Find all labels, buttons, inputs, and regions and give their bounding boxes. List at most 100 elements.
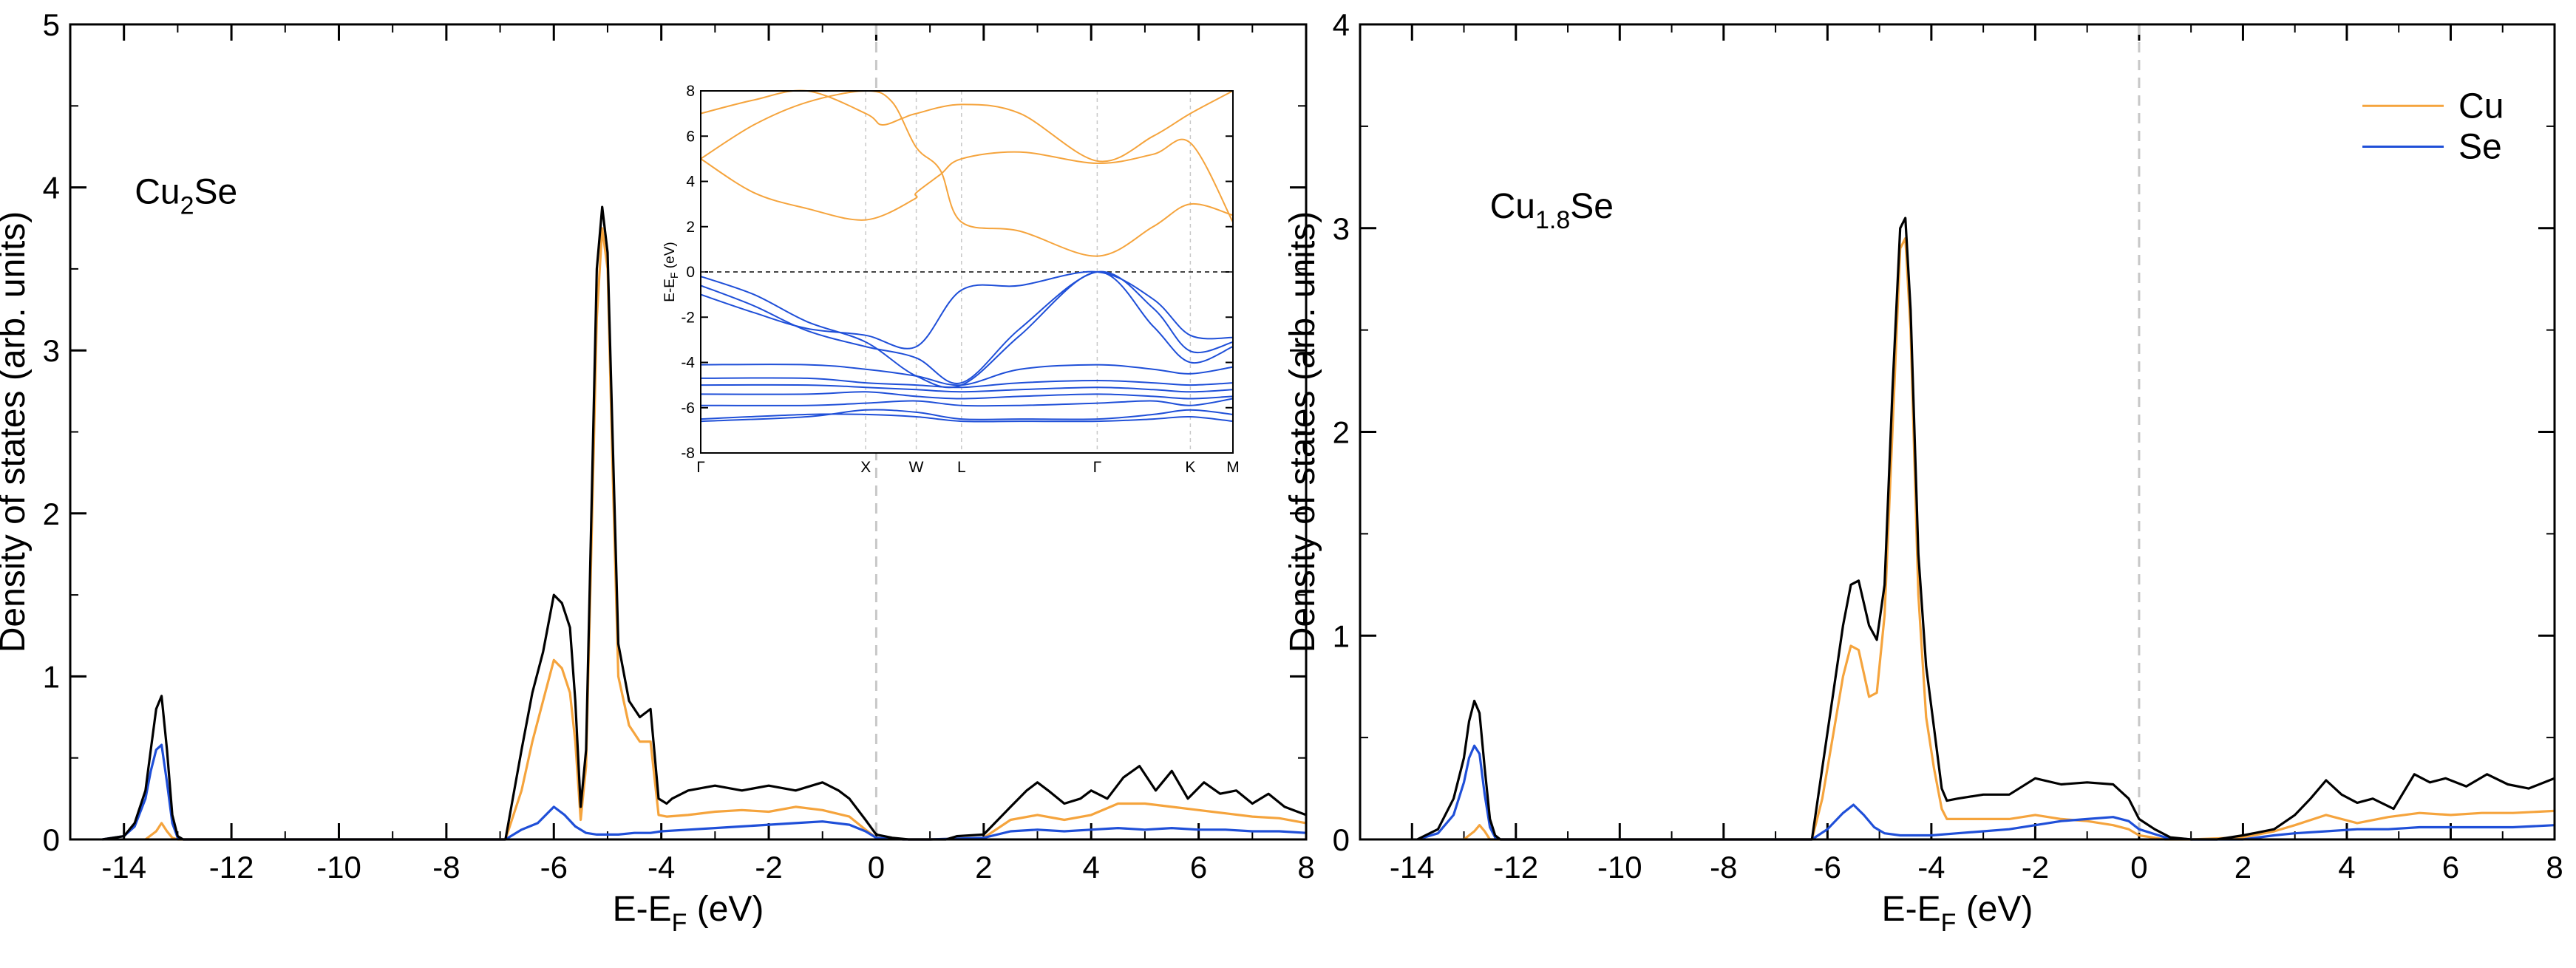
left-x-title-tail: (eV) — [687, 890, 764, 929]
inset-frame — [700, 90, 1234, 454]
inset-band-se — [700, 364, 1234, 386]
inset-ytick-label: -4 — [681, 355, 695, 372]
inset-kpoint-label: L — [957, 459, 966, 476]
left-xtick-label: 6 — [1190, 850, 1207, 885]
right-y-axis-title: Density of states (arb. units) — [1283, 211, 1322, 653]
inset-y-title-main: E-E — [662, 279, 678, 302]
inset-kpoint-label: M — [1226, 459, 1240, 476]
inset-kpoint-label: X — [860, 459, 871, 476]
left-xtick-label: 8 — [1297, 850, 1314, 885]
left-series-total — [102, 205, 1307, 841]
right-series-se — [1416, 744, 2555, 841]
right-xtick-label: 6 — [2442, 850, 2459, 885]
left-xtick-label: -8 — [432, 850, 460, 885]
inset-y-title-tail: (eV) — [662, 242, 678, 272]
left-y-axis-title: Density of states (arb. units) — [0, 211, 33, 653]
legend: Cu Se — [2362, 86, 2504, 166]
left-ytick-label: 4 — [43, 171, 60, 205]
inset-y-axis-title: E-EF (eV) — [662, 242, 680, 301]
right-xtick-label: 0 — [2130, 850, 2147, 885]
right-x-title-tail: (eV) — [1956, 890, 2033, 929]
left-ytick-label: 1 — [43, 659, 60, 694]
right-ytick-label: 1 — [1333, 618, 1350, 653]
left-xtick-label: 4 — [1083, 850, 1100, 885]
left-x-axis-title: E-EF (eV) — [613, 890, 764, 937]
inset-kpoint-label: K — [1185, 459, 1195, 476]
left-compound-sub: 2 — [180, 192, 194, 220]
legend-label-se: Se — [2458, 127, 2502, 166]
inset-band-se — [700, 409, 1234, 423]
inset-band-se — [700, 398, 1234, 407]
right-xtick-label: -14 — [1390, 850, 1435, 885]
inset-ytick-label: 8 — [686, 83, 695, 100]
left-x-title-sub: F — [672, 909, 687, 937]
right-xtick-label: 2 — [2235, 850, 2252, 885]
right-xtick-label: -4 — [1917, 850, 1945, 885]
inset-kpoint-label: Γ — [1093, 459, 1102, 476]
inset-ytick-label: -8 — [681, 445, 695, 462]
right-ytick-label: 4 — [1333, 7, 1350, 42]
legend-label-cu: Cu — [2458, 86, 2504, 126]
right-ytick-label: 0 — [1333, 822, 1350, 857]
right-ytick-label: 3 — [1333, 211, 1350, 246]
left-dos-panel: -14 -12 -10 -8 -6 -4 -2 0 2 4 6 8 0 1 2 3 4 5 Density of … — [0, 7, 1315, 937]
inset-band-se — [700, 377, 1234, 389]
left-xtick-label: -4 — [648, 850, 675, 885]
inset-y-title-sub: F — [668, 272, 680, 279]
inset-ytick-label: 4 — [686, 174, 695, 191]
left-dos-series — [102, 205, 1307, 841]
right-plot-frame — [1359, 23, 2556, 841]
right-x-title-sub: F — [1941, 909, 1957, 937]
left-compound-label: Cu2Se — [135, 173, 237, 220]
right-compound-tail: Se — [1570, 187, 1614, 226]
left-xtick-label: -12 — [209, 850, 254, 885]
left-series-cu — [144, 227, 1307, 841]
left-compound-tail: Se — [194, 173, 238, 212]
right-ytick-label: 2 — [1333, 415, 1350, 450]
left-xtick-label: -10 — [316, 850, 361, 885]
right-axis-ticks: -14 -12 -10 -8 -6 -4 -2 0 2 4 6 8 0 1 2 3 4 — [1333, 7, 2563, 885]
inset-band-se — [700, 270, 1234, 384]
inset-band-se — [700, 413, 1234, 423]
right-series-total — [1416, 217, 2555, 841]
inset-band-cu — [700, 89, 1234, 257]
inset-ytick-label: 6 — [686, 128, 695, 145]
right-x-title-main: E-E — [1882, 890, 1941, 929]
left-axis-ticks: -14 -12 -10 -8 -6 -4 -2 0 2 4 6 8 0 1 2 3 4 5 — [43, 7, 1315, 885]
left-xtick-label: 0 — [868, 850, 885, 885]
left-series-se — [102, 743, 1307, 841]
right-dos-series — [1416, 217, 2555, 841]
inset-band-se — [700, 384, 1234, 393]
right-xtick-label: 4 — [2338, 850, 2355, 885]
right-compound-sub: 1.8 — [1535, 206, 1570, 234]
left-xtick-label: -6 — [540, 850, 568, 885]
left-xtick-label: 2 — [975, 850, 992, 885]
inset-ytick-label: -6 — [681, 400, 695, 417]
inset-band-se — [700, 391, 1234, 400]
right-x-axis-title: E-EF (eV) — [1882, 890, 2033, 937]
inset-ytick-label: -2 — [681, 309, 695, 326]
right-xtick-label: -12 — [1493, 850, 1538, 885]
right-compound-label: Cu1.8Se — [1490, 187, 1614, 234]
right-series-cu — [1463, 236, 2555, 841]
left-x-title-main: E-E — [613, 890, 672, 929]
inset-kpoint-label: W — [909, 459, 924, 476]
inset-ytick-label: 2 — [686, 219, 695, 236]
inset-band-cu — [700, 138, 1234, 223]
left-ytick-label: 3 — [43, 333, 60, 368]
right-xtick-label: -8 — [1710, 850, 1737, 885]
inset-bands — [700, 89, 1234, 423]
right-xtick-label: 8 — [2546, 850, 2563, 885]
inset-kpoint-label: Γ — [696, 459, 705, 476]
right-xtick-label: -6 — [1814, 850, 1841, 885]
left-xtick-label: -14 — [101, 850, 146, 885]
left-xtick-label: -2 — [755, 850, 782, 885]
left-ytick-label: 2 — [43, 497, 60, 531]
left-ytick-label: 5 — [43, 7, 60, 42]
left-compound-main: Cu — [135, 173, 180, 212]
inset-ytick-label: 0 — [686, 264, 695, 281]
band-structure-inset: -8 -6 -4 -2 0 2 4 6 8 Γ X W L Γ K M E-EF (eV) — [662, 83, 1240, 476]
left-ytick-label: 0 — [43, 822, 60, 857]
